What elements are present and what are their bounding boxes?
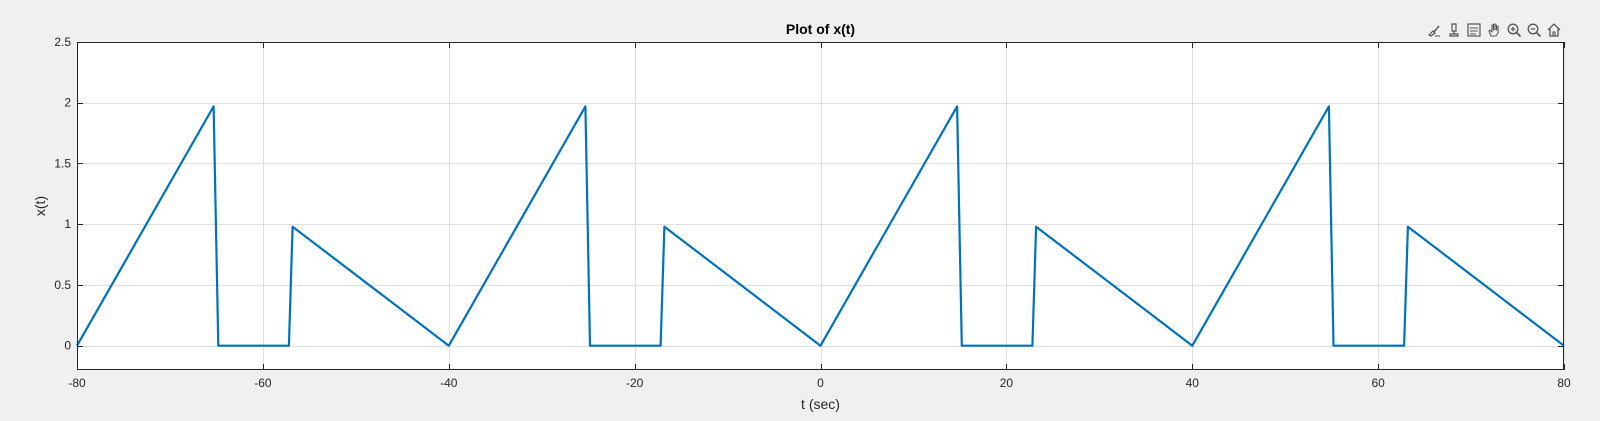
zoom-in-icon — [1507, 23, 1521, 38]
y-tick-labels: 0 0.5 1 1.5 2 2.5 — [54, 35, 71, 353]
x-tick-label: -80 — [68, 376, 86, 390]
x-tick-labels: -80 -60 -40 -20 0 20 40 60 80 — [68, 376, 1571, 390]
axes-box — [77, 42, 1564, 370]
series-layer — [76, 105, 1565, 347]
y-axis-label: x(t) — [32, 196, 48, 216]
axes-background[interactable] — [77, 42, 1564, 370]
x-axis-label: t (sec) — [801, 396, 840, 412]
pan-icon — [1487, 23, 1499, 37]
grid-lines — [77, 42, 1565, 370]
x-tick-label: 20 — [1000, 376, 1014, 390]
y-tick-label: 2.5 — [54, 35, 71, 49]
y-tick-label: 1 — [64, 217, 71, 231]
x-tick-label: -40 — [440, 376, 458, 390]
home-icon — [1547, 23, 1560, 37]
x-tick-label: 40 — [1186, 376, 1200, 390]
x-tick-label: 60 — [1371, 376, 1385, 390]
y-tick-label: 2 — [64, 96, 71, 110]
data-tips-button[interactable] — [1444, 21, 1463, 40]
brush-icon — [1427, 25, 1440, 37]
axes-toolbar — [1424, 20, 1563, 40]
pan-button[interactable] — [1484, 21, 1503, 40]
zoom-out-button[interactable] — [1524, 21, 1543, 40]
brush-button[interactable] — [1424, 21, 1443, 40]
x-tick-label: 0 — [817, 376, 824, 390]
y-tick-label: 0 — [64, 339, 71, 353]
data-tips-icon — [1448, 23, 1459, 37]
legend-icon — [1466, 23, 1481, 37]
zoom-in-button[interactable] — [1504, 21, 1523, 40]
x-tick-label: -20 — [626, 376, 644, 390]
x-tick-label: 80 — [1557, 376, 1571, 390]
legend-button[interactable] — [1464, 21, 1483, 40]
y-tick-label: 1.5 — [54, 156, 71, 170]
y-tick-label: 0.5 — [54, 278, 71, 292]
zoom-out-icon — [1527, 23, 1541, 38]
tick-marks — [77, 42, 1565, 370]
chart-title: Plot of x(t) — [786, 21, 855, 37]
x-tick-label: -60 — [254, 376, 272, 390]
home-button[interactable] — [1544, 21, 1563, 40]
series-line[interactable] — [76, 105, 1565, 347]
